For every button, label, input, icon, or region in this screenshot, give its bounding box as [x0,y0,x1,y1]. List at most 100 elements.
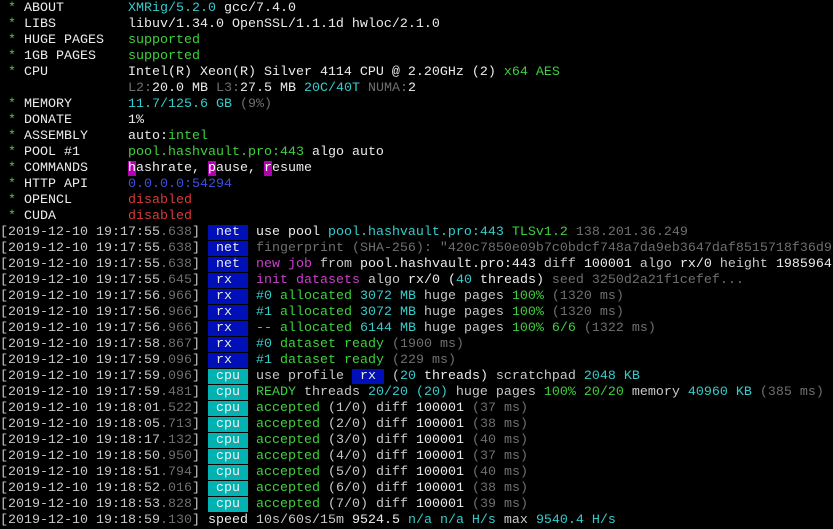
log-text: ] [191,289,208,304]
log-text: CPU [24,65,128,80]
log-text: ] [191,225,208,240]
log-text: (39 ms) [463,497,528,512]
rx-tag: rx [207,289,248,304]
cpu-tag: cpu [207,465,248,480]
log-text: COMMANDS [24,161,128,176]
log-line: [2019-12-10 19:18:59.130] speed 10s/60s/… [0,513,833,529]
log-line: [2019-12-10 19:18:01.522] cpu accepted (… [0,401,833,417]
log-text: 3072 MB [359,305,416,320]
log-text: ] [191,497,208,512]
log-text: * [0,145,24,160]
log-text: 1% [127,113,144,128]
log-text: 40 [455,273,472,288]
log-text: (37 ms) [463,401,528,416]
log-text: 9540.4 H/s [535,513,616,528]
log-text: OPENCL [24,193,128,208]
log-text: supported [127,33,200,48]
log-line: [2019-12-10 19:17:55.645] rx init datase… [0,273,833,289]
log-text: auto: [127,129,168,144]
rx-tag: rx [207,273,248,288]
log-text: .828 [159,497,192,512]
info-line: * HTTP API 0.0.0.0:54294 [0,177,833,193]
log-text: [2019-12-10 19:18:50 [0,449,160,464]
log-text: LIBS [24,17,128,32]
log-text: threads) [415,369,488,384]
log-text: HUGE PAGES [24,33,128,48]
log-text: speed [207,513,248,528]
log-text: * [0,113,24,128]
log-text: * [0,97,24,112]
log-text: (229 ms) [383,353,456,368]
log-text: memory [623,385,688,400]
log-text: accepted [247,449,320,464]
log-text: MEMORY [24,97,128,112]
log-text: 20/20 (20) [367,385,448,400]
log-text: #1 [247,353,272,368]
log-text: diff [367,401,416,416]
log-text: .130 [159,513,192,528]
log-text: 100% 20/20 [543,385,624,400]
log-text: (38 ms) [463,417,528,432]
log-text: disabled [127,209,192,224]
log-text: ] [191,465,208,480]
log-text: TLSv1.2 [511,225,568,240]
log-text: CUDA [24,209,128,224]
log-text: ] [191,273,208,288]
log-text: ] [191,449,208,464]
log-text: ashrate, [135,161,208,176]
log-text: x64 AES [495,65,560,80]
log-text: ] [191,401,208,416]
cpu-tag: cpu [207,401,248,416]
cpu-tag: cpu [207,449,248,464]
log-text: .713 [159,417,192,432]
log-text: [2019-12-10 19:18:59 [0,513,160,528]
log-text: 1985964 [775,257,832,272]
log-text: (3/0) [319,433,368,448]
log-text: L3: [215,81,240,96]
log-text: HTTP API [24,177,128,192]
log-text: 20 [399,369,416,384]
net-tag: net [207,257,248,272]
log-text: threads) [471,273,544,288]
log-text: 100001 [415,433,464,448]
log-line: [2019-12-10 19:17:59.481] cpu READY thre… [0,385,833,401]
log-text: 11.7/125.6 GB [127,97,232,112]
log-text: .481 [159,385,192,400]
log-text: XMRig/5.2.0 [127,1,216,16]
log-text: 0.0.0.0:54294 [127,177,232,192]
log-text: height [711,257,776,272]
log-text: dataset ready [271,337,384,352]
info-line: * OPENCL disabled [0,193,833,209]
log-text: diff [367,481,416,496]
log-line: [2019-12-10 19:18:05.713] cpu accepted (… [0,417,833,433]
log-text: ABOUT [24,1,128,16]
log-text: .638 [159,257,192,272]
log-text: 9524.5 [351,513,400,528]
cpu-tag: cpu [207,417,248,432]
command-hotkey: p [207,161,216,176]
log-text: 27.5 MB [239,81,304,96]
log-text: accepted [247,497,320,512]
log-text: [2019-12-10 19:17:56 [0,305,160,320]
log-text: 20.0 MB [151,81,216,96]
log-text: * [0,17,24,32]
log-text: 138.201.36.249 [567,225,688,240]
log-text: (1/0) [319,401,368,416]
log-text: rx/0 [679,257,712,272]
rx-tag: rx [207,353,248,368]
log-text: ( [383,369,400,384]
cpu-tag: cpu [207,497,248,512]
log-text: use profile [247,369,352,384]
log-text: [2019-12-10 19:18:53 [0,497,160,512]
log-text: L2: [127,81,152,96]
log-text: * [0,49,24,64]
log-text: NUMA: [359,81,408,96]
log-line: [2019-12-10 19:18:50.950] cpu accepted (… [0,449,833,465]
log-text: (37 ms) [463,449,528,464]
log-text: disabled [127,193,192,208]
log-text: algo [359,273,408,288]
log-text: [2019-12-10 19:18:51 [0,465,160,480]
cpu-tag: cpu [207,385,248,400]
log-text: (40 ms) [463,465,528,480]
